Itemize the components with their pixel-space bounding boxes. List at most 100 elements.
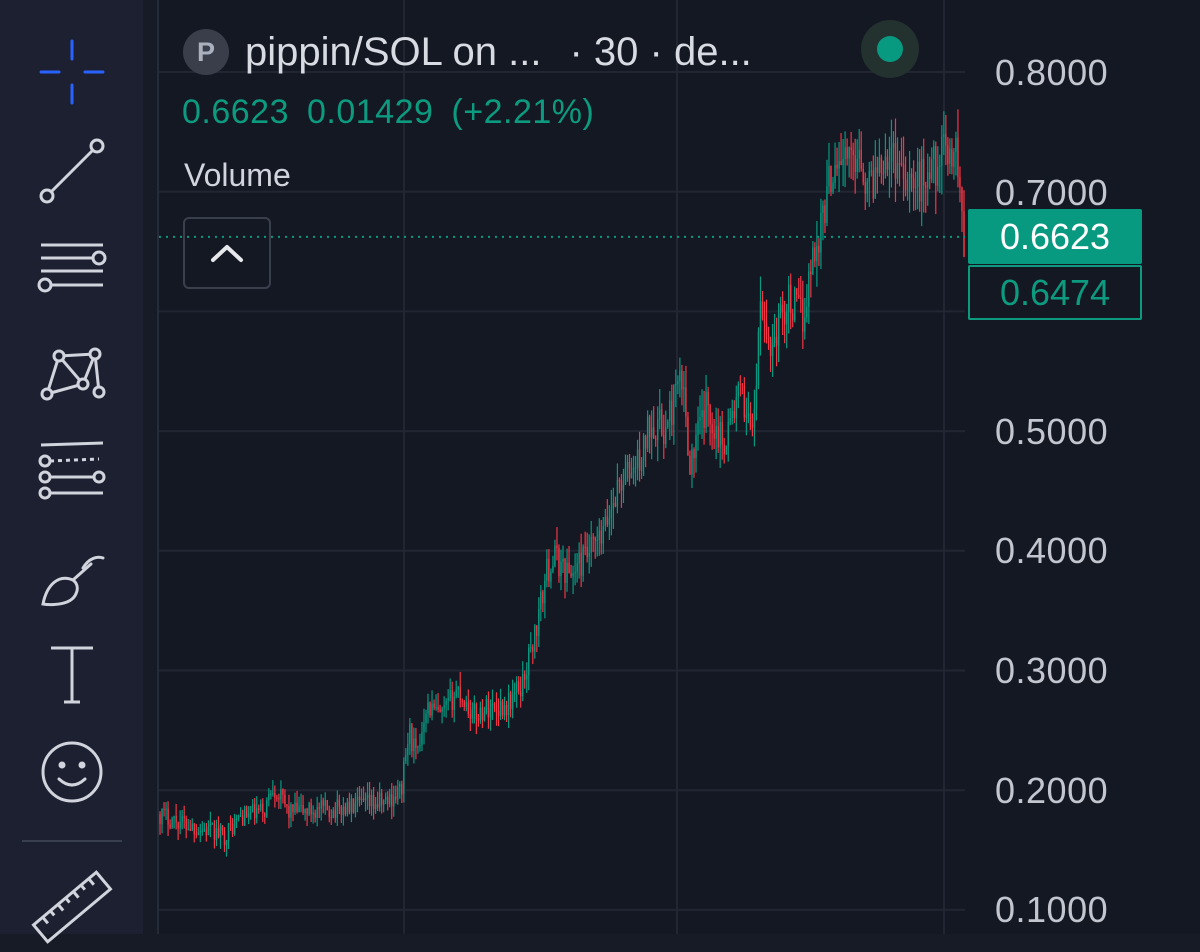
candle-body (733, 411, 735, 418)
price-chart[interactable] (159, 0, 1200, 934)
collapse-legend-button[interactable] (183, 217, 271, 289)
candle-body (191, 823, 193, 831)
candle-body (221, 825, 224, 831)
candle-body (342, 806, 345, 816)
brush-icon[interactable] (22, 530, 122, 620)
candle-body (900, 163, 903, 165)
candle-body (163, 808, 165, 811)
candle-body (959, 177, 961, 188)
candle-body (939, 165, 941, 168)
candle-body (761, 301, 764, 319)
candle-body (957, 137, 959, 178)
candle-body (594, 537, 596, 541)
candle-body (233, 819, 236, 835)
candle-body (876, 167, 879, 173)
price-axis-label: 0.3000 (995, 650, 1109, 691)
candle-body (687, 416, 689, 456)
horizontal-lines-icon[interactable] (22, 225, 122, 315)
candle-body (757, 331, 760, 386)
candle-body (316, 807, 318, 818)
candle-body (320, 800, 322, 809)
crosshair-icon[interactable] (22, 27, 122, 117)
trend-line-icon[interactable] (22, 126, 122, 216)
candle-body (364, 797, 367, 800)
candle-body (384, 796, 387, 801)
chart-panel[interactable]: P pippin/SOL on ... · 30 · de... 0.6623 0… (157, 0, 1200, 934)
candle-body (185, 818, 187, 830)
interval-label[interactable]: · 30 · de... (569, 29, 752, 74)
candle-body (771, 343, 774, 357)
price-axis-label: 0.4000 (995, 530, 1109, 571)
candle-body (792, 313, 794, 321)
candle-body (437, 707, 439, 710)
candle-body (902, 164, 905, 180)
candle-body (618, 480, 621, 482)
candle-body (600, 530, 602, 544)
candle-body (173, 815, 175, 819)
candle-body (564, 558, 566, 583)
candle-body (812, 247, 814, 275)
chevron-up-icon (211, 245, 243, 262)
candle-body (908, 173, 911, 190)
pattern-icon[interactable] (22, 324, 122, 414)
candle-body (624, 468, 627, 485)
candle-body (314, 812, 316, 818)
last-price-tag: 0.6623 (968, 209, 1142, 264)
candle-body (445, 700, 447, 706)
candle-body (888, 162, 891, 170)
ruler-icon[interactable] (22, 862, 122, 952)
candle-body (906, 189, 909, 191)
candle-body (642, 435, 645, 461)
candle-body (872, 170, 875, 199)
candle-body (300, 804, 302, 807)
candle-body (161, 808, 163, 825)
candle-body (401, 783, 403, 795)
candle-body (419, 744, 421, 747)
candle-body (743, 385, 746, 418)
forecast-icon[interactable] (22, 427, 122, 517)
candle-body (562, 558, 564, 562)
candle-body (636, 449, 639, 468)
candle-body (485, 699, 488, 713)
candle-body (489, 708, 492, 718)
candle-body (260, 803, 262, 810)
candle-body (927, 172, 929, 188)
candle-body (360, 798, 363, 801)
symbol-header[interactable]: P pippin/SOL on ... · 30 · de... (183, 26, 752, 78)
candle-body (610, 509, 613, 519)
candle-body (931, 159, 933, 180)
candle-body (884, 156, 887, 173)
volume-indicator-label[interactable]: Volume (184, 157, 291, 193)
candle-body (366, 794, 369, 798)
emoji-icon[interactable] (22, 727, 122, 817)
symbol-title[interactable]: pippin/SOL on ... (245, 29, 542, 74)
candle-body (280, 789, 282, 800)
candle-body (675, 383, 677, 386)
candle-body (648, 416, 651, 438)
candle-body (195, 834, 197, 836)
candle-body (558, 547, 560, 577)
candle-body (671, 400, 673, 425)
candle-body (372, 794, 375, 810)
candle-body (223, 830, 226, 846)
candle-body (159, 814, 161, 825)
candle-body (376, 804, 379, 808)
candle-body (898, 163, 901, 165)
candle-body (745, 415, 748, 418)
candle-body (534, 625, 536, 652)
candle-body (854, 155, 856, 172)
candle-body (796, 288, 798, 295)
candle-body (266, 799, 268, 817)
candle-body (213, 823, 216, 840)
candle-body (473, 703, 476, 710)
text-icon[interactable] (22, 628, 122, 718)
candle-body (707, 391, 709, 406)
candle-body (737, 383, 740, 397)
candle-body (443, 705, 445, 709)
candle-body (225, 841, 228, 846)
candle-body (378, 792, 381, 808)
market-status-indicator[interactable] (861, 20, 919, 78)
candle-body (433, 703, 435, 708)
candle-body (405, 754, 407, 762)
candle-body (808, 271, 810, 307)
